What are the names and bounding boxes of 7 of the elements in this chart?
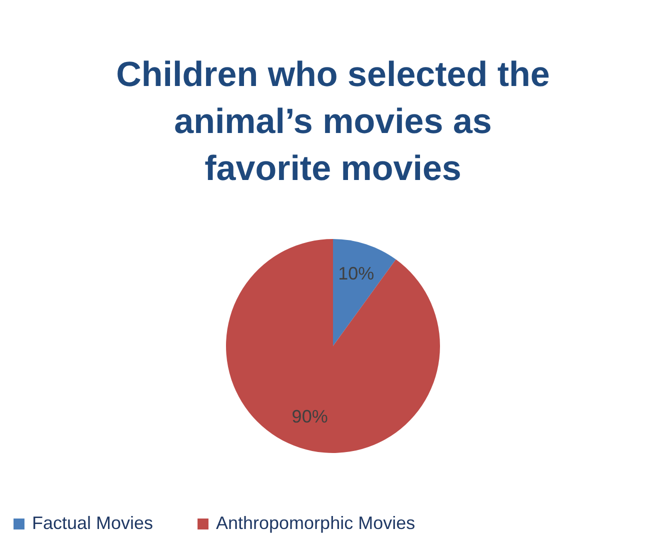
pie-slice — [226, 239, 440, 453]
chart-title: Children who selected the animal’s movies as favorite movies — [116, 55, 550, 188]
pie-slice — [333, 239, 396, 346]
data-label: 90% — [292, 406, 328, 426]
legend-label: Anthropomorphic Movies — [216, 513, 416, 533]
legend-label: Factual Movies — [32, 513, 154, 533]
data-label: 10% — [338, 264, 374, 284]
